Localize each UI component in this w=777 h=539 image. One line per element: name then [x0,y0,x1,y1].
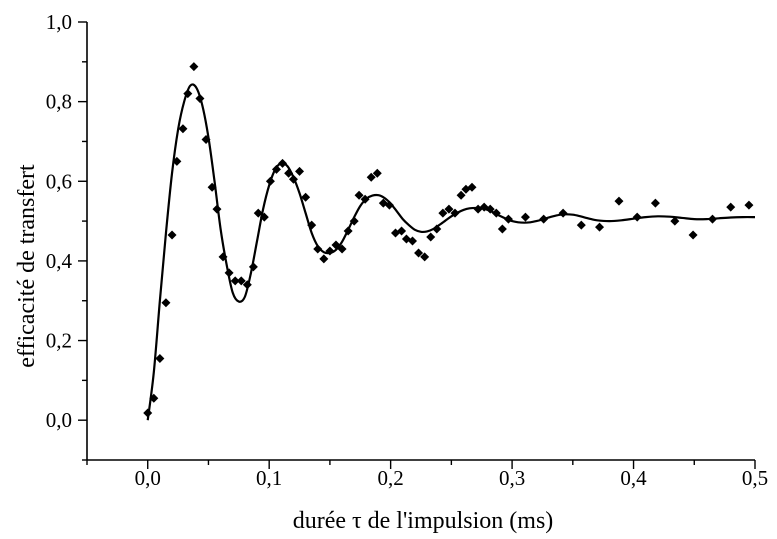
fit-curve-layer [146,83,756,421]
data-point [497,224,507,234]
data-point [284,168,294,178]
data-point [539,214,549,224]
data-point [372,168,382,178]
x-tick-label: 0,1 [256,466,282,490]
data-point [384,200,394,210]
data-point [503,214,513,224]
data-point [212,204,222,214]
data-point [456,190,466,200]
data-point [558,208,568,218]
data-point [167,230,177,240]
data-point [491,208,501,218]
data-point [366,172,376,182]
data-point [155,353,165,363]
data-point [265,176,275,186]
data-point [444,204,454,214]
data-point [485,204,495,214]
y-tick-label: 0,6 [46,169,72,193]
data-point [278,158,288,168]
data-point [149,393,159,403]
data-point [331,240,341,250]
data-point [307,220,317,230]
tick-labels-layer: 0,0 0,1 0,2 0,3 0,4 0,5 0,0 0,2 0,4 0,6 0,8 1,0 [46,10,768,490]
data-point [414,248,424,258]
data-point [438,208,448,218]
data-point [143,408,153,418]
data-point [313,244,323,254]
plot-axes [78,21,756,469]
data-point [295,166,305,176]
data-point [325,246,335,256]
data-point [650,198,660,208]
data-point [236,276,246,286]
data-point [670,216,680,226]
x-tick-label: 0,4 [620,466,647,490]
data-point [195,93,205,103]
data-point [614,196,624,206]
data-point [189,62,199,72]
data-point [218,252,228,262]
data-point [183,89,193,99]
data-point [420,252,430,262]
data-point [319,254,329,264]
data-point [726,202,736,212]
x-tick-label: 0,5 [742,466,768,490]
data-point [707,214,717,224]
y-tick-label: 1,0 [46,10,72,34]
data-point [161,298,171,308]
data-point [349,216,359,226]
data-point [224,268,234,278]
data-point [467,182,477,192]
data-point [450,208,460,218]
y-tick-label: 0,8 [46,90,72,114]
data-point [242,280,252,290]
y-tick-label: 0,0 [46,408,72,432]
y-tick-label: 0,4 [46,249,73,273]
data-point [744,200,754,210]
data-point [688,230,698,240]
data-point [248,262,258,272]
x-axis-title: durée τ de l'impulsion (ms) [293,508,554,534]
data-point [288,174,298,184]
data-point [259,212,269,222]
data-point [360,194,370,204]
y-tick-label: 0,2 [46,329,72,353]
data-point [343,226,353,236]
data-point [172,156,182,166]
data-point [426,232,436,242]
data-point [230,276,240,286]
data-point [207,182,217,192]
data-point [354,190,364,200]
data-point [407,236,417,246]
data-point [271,164,281,174]
data-point [201,134,211,144]
data-point [595,222,605,232]
data-point [520,212,530,222]
x-tick-label: 0,0 [135,466,161,490]
data-point [632,212,642,222]
data-point [397,226,407,236]
data-point [432,224,442,234]
fit-curve [146,83,756,421]
x-tick-label: 0,3 [499,466,525,490]
y-axis-title: efficacité de transfert [14,164,40,368]
data-point [576,220,586,230]
data-point [253,208,263,218]
data-points-layer [143,62,754,418]
data-point [337,244,347,254]
data-point [301,192,311,202]
data-point [178,124,188,134]
x-tick-label: 0,2 [378,466,404,490]
